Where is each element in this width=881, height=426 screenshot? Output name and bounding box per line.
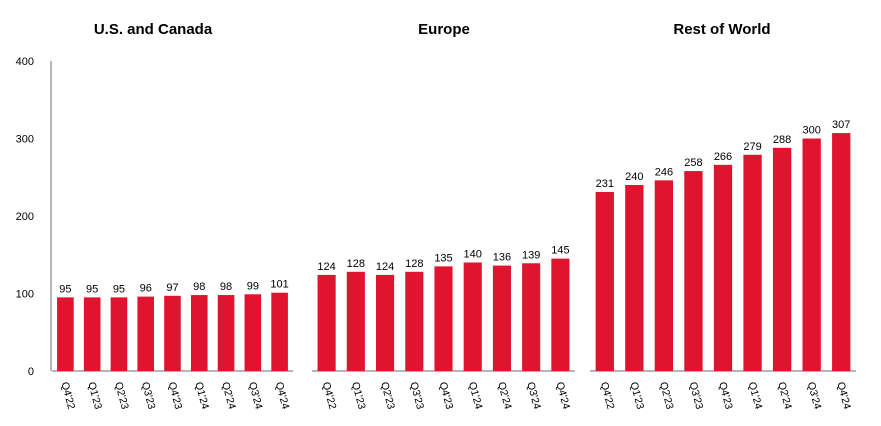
bar <box>346 271 365 371</box>
panel-title: U.S. and Canada <box>94 21 213 38</box>
x-tick-label: Q3'24 <box>805 381 824 411</box>
x-tick-label: Q3'23 <box>687 381 706 411</box>
bar <box>802 138 821 371</box>
y-tick-label: 200 <box>16 211 34 223</box>
data-label: 288 <box>773 134 791 146</box>
panel-title: Rest of World <box>673 21 770 38</box>
bar <box>743 154 762 371</box>
x-tick-label: Q4'24 <box>834 381 853 411</box>
data-label: 99 <box>247 280 259 292</box>
x-tick-label: Q4'23 <box>437 381 456 411</box>
x-tick-label: Q4'22 <box>598 381 617 411</box>
bar <box>551 258 570 371</box>
x-tick-label: Q1'24 <box>466 381 485 411</box>
y-tick-label: 300 <box>16 134 34 146</box>
x-tick-label: Q4'23 <box>166 381 185 411</box>
bar <box>772 147 792 371</box>
data-label: 258 <box>684 157 702 169</box>
data-label: 124 <box>317 261 335 273</box>
x-tick-label: Q4'24 <box>273 381 292 411</box>
data-label: 140 <box>464 249 482 261</box>
data-label: 300 <box>802 125 820 137</box>
data-label: 95 <box>86 283 98 295</box>
x-tick-label: Q4'22 <box>58 381 77 411</box>
bar <box>832 133 851 371</box>
bar <box>522 263 541 371</box>
data-label: 101 <box>270 279 288 291</box>
data-label: 240 <box>625 171 643 183</box>
data-label: 97 <box>166 282 178 294</box>
x-tick-label: Q2'24 <box>495 381 514 411</box>
data-label: 139 <box>522 249 540 261</box>
x-tick-label: Q1'24 <box>746 381 765 411</box>
y-tick-label: 100 <box>16 289 34 301</box>
bar <box>164 295 181 371</box>
x-tick-label: Q4'23 <box>716 381 735 411</box>
bar <box>83 297 101 371</box>
data-label: 231 <box>596 178 614 190</box>
data-label: 98 <box>220 281 232 293</box>
x-tick-label: Q2'23 <box>657 381 676 411</box>
x-tick-label: Q1'24 <box>192 381 211 411</box>
data-label: 307 <box>832 119 850 131</box>
x-tick-label: Q2'24 <box>775 381 794 411</box>
data-label: 279 <box>743 141 761 153</box>
bar <box>57 297 74 371</box>
bar <box>625 185 644 371</box>
y-tick-label: 0 <box>28 366 34 378</box>
data-label: 246 <box>655 166 673 178</box>
bar <box>463 262 482 371</box>
bar <box>271 292 288 371</box>
bar <box>217 295 235 371</box>
x-tick-label: Q2'23 <box>378 381 397 411</box>
bar <box>317 274 336 371</box>
bar <box>244 294 262 371</box>
data-label: 96 <box>140 283 152 295</box>
bar <box>137 296 155 371</box>
x-tick-label: Q4'24 <box>553 381 572 411</box>
x-tick-label: Q3'23 <box>139 381 158 411</box>
x-tick-label: Q1'23 <box>85 381 104 411</box>
x-tick-label: Q3'24 <box>524 381 543 411</box>
data-label: 128 <box>405 258 423 270</box>
x-tick-label: Q2'24 <box>219 381 238 411</box>
bar <box>713 164 733 371</box>
data-label: 136 <box>493 252 511 264</box>
panel-title: Europe <box>418 21 470 38</box>
bar <box>492 265 512 371</box>
bar <box>684 171 703 371</box>
y-tick-label: 400 <box>16 56 34 68</box>
bar <box>405 271 424 371</box>
data-label: 145 <box>551 245 569 257</box>
bar <box>595 191 614 371</box>
data-label: 95 <box>59 283 71 295</box>
data-label: 266 <box>714 151 732 163</box>
data-label: 135 <box>434 252 452 264</box>
x-tick-label: Q3'23 <box>407 381 426 411</box>
x-tick-label: Q2'23 <box>112 381 131 411</box>
x-tick-label: Q1'23 <box>349 381 368 411</box>
data-label: 95 <box>113 283 125 295</box>
bar <box>190 295 208 371</box>
bar <box>654 180 674 371</box>
data-label: 124 <box>376 261 394 273</box>
data-label: 128 <box>347 258 365 270</box>
x-tick-label: Q3'24 <box>246 381 265 411</box>
bar <box>375 274 395 371</box>
bar <box>110 297 128 371</box>
x-tick-label: Q4'22 <box>320 381 339 411</box>
data-label: 98 <box>193 281 205 293</box>
bar <box>434 266 453 371</box>
x-tick-label: Q1'23 <box>627 381 646 411</box>
